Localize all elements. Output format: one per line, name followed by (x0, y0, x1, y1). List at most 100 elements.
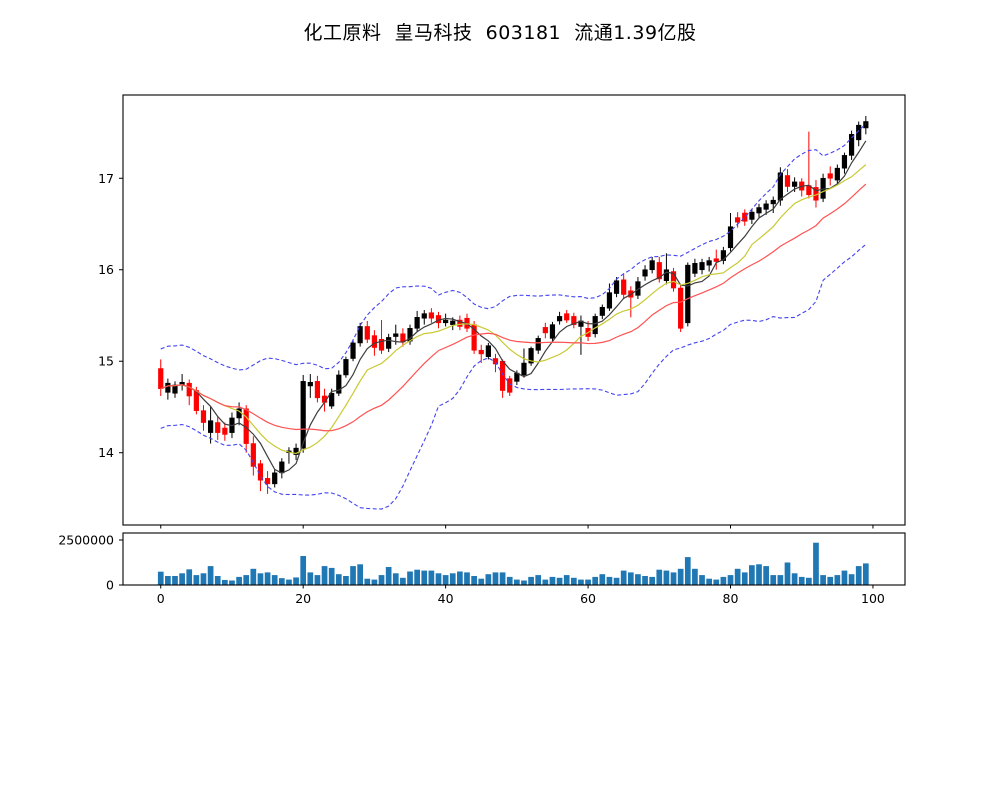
volume-bar (649, 576, 656, 585)
candle-body-up (777, 172, 783, 201)
volume-bar (236, 576, 242, 585)
volume-bar (449, 573, 456, 585)
candle-body-up (706, 260, 712, 266)
price-y-axis: 14 15 16 17 (98, 171, 123, 460)
volume-bar (499, 572, 506, 585)
volume-bar (578, 579, 584, 585)
volume-bar (620, 570, 627, 585)
candle-body-up (848, 134, 855, 156)
volume-bar (627, 572, 634, 585)
volume-bar (442, 575, 449, 585)
candle-body-up (172, 384, 178, 394)
volume-bar (257, 573, 264, 585)
volume-bar (179, 573, 185, 585)
volume-bar (392, 573, 399, 585)
candle-body-down (678, 287, 684, 329)
candle-body-up (414, 317, 420, 329)
volume-tick-label: 2500000 (58, 533, 114, 548)
candle-body-up (300, 381, 306, 449)
candle-body-up (307, 381, 313, 387)
volume-bar (592, 576, 599, 585)
candle-body-up (165, 382, 171, 393)
ma-fast-line (160, 140, 867, 474)
volume-bar (165, 576, 171, 585)
candle-body-up (208, 420, 214, 433)
volume-bar (670, 572, 677, 585)
candle-body-down (507, 378, 513, 393)
ma-slow-line (160, 183, 867, 432)
volume-bar (642, 576, 648, 585)
volume-bar (727, 575, 734, 585)
volume-bar (207, 566, 214, 585)
volume-bar (485, 574, 492, 585)
volume-bar (307, 572, 314, 585)
candle-body-down (564, 313, 570, 321)
candle-body-down (827, 173, 833, 179)
volume-bar (335, 574, 342, 585)
candle-body-down (742, 212, 748, 222)
volume-bar (713, 579, 720, 585)
volume-bar (535, 575, 542, 585)
candle-body-up (421, 313, 427, 319)
ma-mid-line (160, 164, 867, 455)
candle-body-down (428, 312, 434, 319)
volume-bar (414, 569, 420, 585)
x-tick-label: 40 (438, 591, 454, 606)
volume-bar (293, 577, 299, 585)
candle-body-down (478, 349, 484, 355)
volume-bar (749, 565, 755, 585)
candle-body-up (642, 269, 648, 277)
volume-bar (343, 576, 349, 585)
volume-bar (827, 576, 834, 585)
candle-body-up (663, 269, 670, 282)
volume-bar (186, 569, 193, 585)
x-tick-label: 80 (723, 591, 739, 606)
candle-body-down (571, 316, 577, 325)
candle-body-up (535, 338, 541, 351)
candle-body-up (293, 447, 299, 455)
candle-body-up (279, 461, 285, 474)
candle-body-down (200, 410, 207, 423)
volume-bar (556, 577, 563, 585)
candle-body-down (621, 279, 627, 295)
volume-bar (855, 566, 862, 585)
volume-bar (734, 568, 741, 585)
candle-body-up (556, 316, 563, 322)
candle-body-down (542, 327, 548, 334)
candle-body-up (528, 348, 534, 364)
volume-bar (841, 570, 848, 585)
candle-body-up (329, 392, 335, 407)
volume-bar (250, 568, 257, 585)
volume-bar (364, 578, 371, 585)
volume-bar (385, 567, 392, 585)
volume-bar (756, 564, 762, 585)
candle-body-up (756, 207, 762, 214)
volume-bar (457, 571, 463, 585)
volume-bar (435, 573, 442, 585)
volume-bar (229, 580, 235, 585)
price-panel-border (122, 94, 906, 526)
candle-body-down (378, 338, 385, 351)
candle-body-up (770, 199, 776, 205)
x-axis: 0 20 40 60 80 100 (157, 585, 885, 606)
volume-bar (428, 570, 435, 585)
volume-bar (613, 577, 620, 585)
volume-bar (706, 578, 712, 585)
candle-body-up (699, 262, 705, 271)
bollinger-upper-line (160, 123, 867, 371)
candle-body-down (314, 381, 321, 399)
volume-bar (806, 577, 812, 585)
volume-bar (421, 570, 428, 585)
volume-bar (784, 562, 791, 585)
volume-bar (563, 575, 570, 585)
candle-body-up (613, 280, 620, 294)
volume-bar (314, 575, 321, 585)
volume-bar (478, 578, 485, 585)
volume-bar (684, 557, 691, 585)
volume-bar (848, 574, 855, 585)
price-tick-label: 14 (98, 445, 114, 460)
volume-bar (663, 570, 670, 585)
volume-bar (763, 566, 769, 585)
volume-bar (720, 576, 727, 585)
volume-bar (300, 556, 307, 585)
